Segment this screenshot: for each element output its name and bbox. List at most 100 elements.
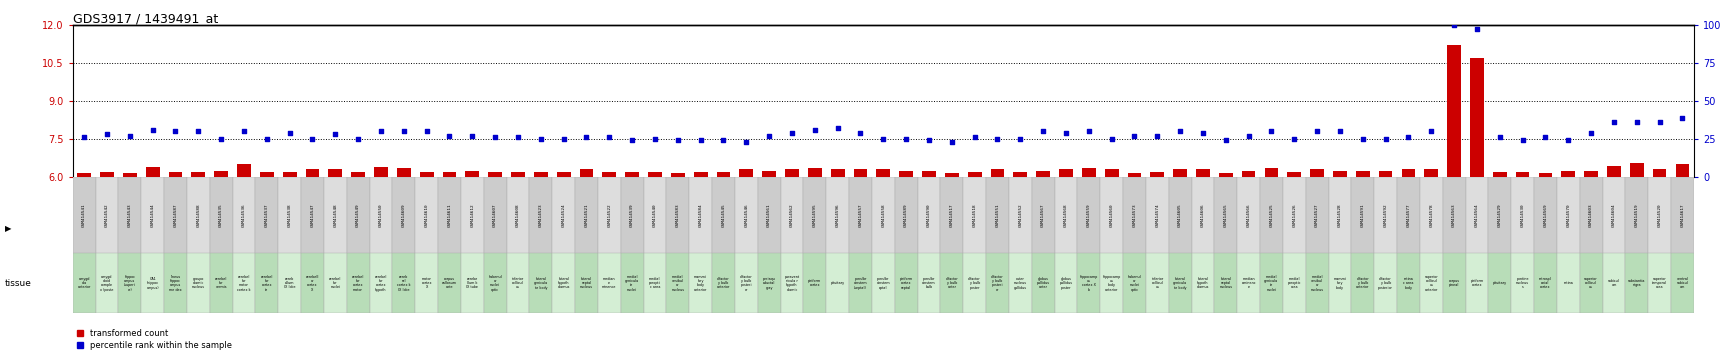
Bar [804, 177, 826, 253]
Bar [670, 173, 684, 177]
Text: GSM414521: GSM414521 [584, 203, 589, 227]
Text: GSM414608: GSM414608 [516, 203, 520, 227]
Text: cerebel
lar
cortex
motor: cerebel lar cortex motor [352, 275, 364, 292]
Point [253, 136, 281, 142]
Bar [1150, 172, 1164, 177]
Bar [301, 177, 324, 253]
Bar [1401, 170, 1415, 177]
Point [1349, 136, 1377, 142]
Text: lateral
septal
nucleus: lateral septal nucleus [1219, 277, 1231, 290]
Text: GSM414560: GSM414560 [1110, 203, 1114, 227]
Text: medial
genicula
te
nuclei: medial genicula te nuclei [1264, 275, 1278, 292]
Bar [73, 177, 95, 253]
Text: retina
c area
body: retina c area body [1403, 277, 1413, 290]
Text: superior
temporal
area: superior temporal area [1652, 277, 1668, 290]
Point [481, 135, 509, 140]
Bar [237, 164, 251, 177]
Bar [1512, 177, 1535, 253]
Text: GSM414610: GSM414610 [424, 203, 428, 227]
Point [869, 136, 897, 142]
Text: GSM414574: GSM414574 [1155, 203, 1159, 227]
Point [1190, 130, 1218, 136]
Text: GSM414518: GSM414518 [973, 203, 977, 227]
Point [549, 136, 577, 142]
Point [1531, 135, 1559, 140]
Text: GSM414522: GSM414522 [608, 203, 611, 227]
Bar [279, 253, 301, 313]
Bar [1032, 177, 1055, 253]
Bar [1100, 253, 1122, 313]
Text: cerebel
lar
cortex
hypoth: cerebel lar cortex hypoth [374, 275, 388, 292]
Bar [1649, 177, 1671, 253]
Text: pons/br
ainstem
(septal): pons/br ainstem (septal) [854, 277, 868, 290]
Bar [734, 253, 757, 313]
Bar [1261, 177, 1283, 253]
Text: GSM414591: GSM414591 [1361, 203, 1365, 227]
Bar [483, 177, 506, 253]
Text: groupo
alamic
nucleus: groupo alamic nucleus [192, 277, 204, 290]
Text: cerebel
lar
nuclei: cerebel lar nuclei [329, 277, 341, 290]
Text: GSM414530: GSM414530 [1521, 203, 1524, 227]
Text: superior
collicul
us: superior collicul us [1585, 277, 1599, 290]
Text: GSM414543: GSM414543 [128, 203, 132, 227]
Point [1029, 129, 1057, 134]
Text: ▶: ▶ [5, 224, 12, 233]
Text: GSM414538: GSM414538 [288, 203, 291, 227]
Bar [1237, 253, 1261, 313]
Bar [369, 253, 393, 313]
Bar [142, 177, 165, 253]
Text: GSM414604: GSM414604 [1612, 203, 1616, 227]
Bar [511, 172, 525, 177]
Bar [575, 177, 598, 253]
Text: GSM414612: GSM414612 [471, 203, 475, 227]
Bar [1373, 253, 1398, 313]
Point [459, 133, 487, 139]
Bar [1562, 171, 1574, 177]
Point [367, 129, 395, 134]
Text: retina: retina [1564, 281, 1573, 285]
Bar [1580, 177, 1602, 253]
Bar [991, 170, 1005, 177]
Text: lateral
septal
nucleus: lateral septal nucleus [580, 277, 592, 290]
Bar [963, 177, 986, 253]
Text: olfactor
y bulb
poster: olfactor y bulb poster [968, 277, 980, 290]
Point [847, 130, 875, 136]
Bar [232, 253, 255, 313]
Text: GSM414595: GSM414595 [812, 203, 818, 227]
Text: cereb
ellum
IX lobe: cereb ellum IX lobe [284, 277, 296, 290]
Bar [1128, 173, 1141, 177]
Text: lateral
hypoth
alamus: lateral hypoth alamus [558, 277, 570, 290]
Bar [667, 253, 689, 313]
Text: olfactor
y bulb
anterior: olfactor y bulb anterior [1356, 277, 1370, 290]
Point [208, 136, 236, 142]
Bar [1328, 253, 1351, 313]
Text: habenul
ar
nuclei
optic: habenul ar nuclei optic [488, 275, 502, 292]
Text: subicul
um: subicul um [1607, 279, 1619, 287]
Bar [1580, 253, 1602, 313]
Bar [1173, 170, 1186, 177]
Text: GSM414559: GSM414559 [1086, 203, 1091, 227]
Bar [899, 171, 913, 177]
Bar [1077, 253, 1100, 313]
Bar [1420, 253, 1443, 313]
Bar [598, 177, 620, 253]
Text: pons/br
ainstem
eptal: pons/br ainstem eptal [876, 277, 890, 290]
Point [1417, 129, 1444, 134]
Bar [1055, 177, 1077, 253]
Bar [165, 177, 187, 253]
Text: hippocamp
us
body
anterior: hippocamp us body anterior [1103, 275, 1121, 292]
Text: cereb
ral
cortex k
IX lobe: cereb ral cortex k IX lobe [397, 275, 410, 292]
Point [1464, 27, 1491, 32]
Text: hippoc
ampus
(superi
or): hippoc ampus (superi or) [125, 275, 135, 292]
Text: GSM414544: GSM414544 [151, 203, 154, 227]
Bar [118, 177, 142, 253]
Bar [1538, 173, 1552, 177]
Bar [644, 253, 667, 313]
Bar [305, 170, 319, 177]
Point [345, 136, 372, 142]
Bar [876, 170, 890, 177]
Bar [1122, 253, 1147, 313]
Text: GDS3917 / 1439491_at: GDS3917 / 1439491_at [73, 12, 218, 25]
Bar [553, 253, 575, 313]
Point [298, 136, 326, 142]
